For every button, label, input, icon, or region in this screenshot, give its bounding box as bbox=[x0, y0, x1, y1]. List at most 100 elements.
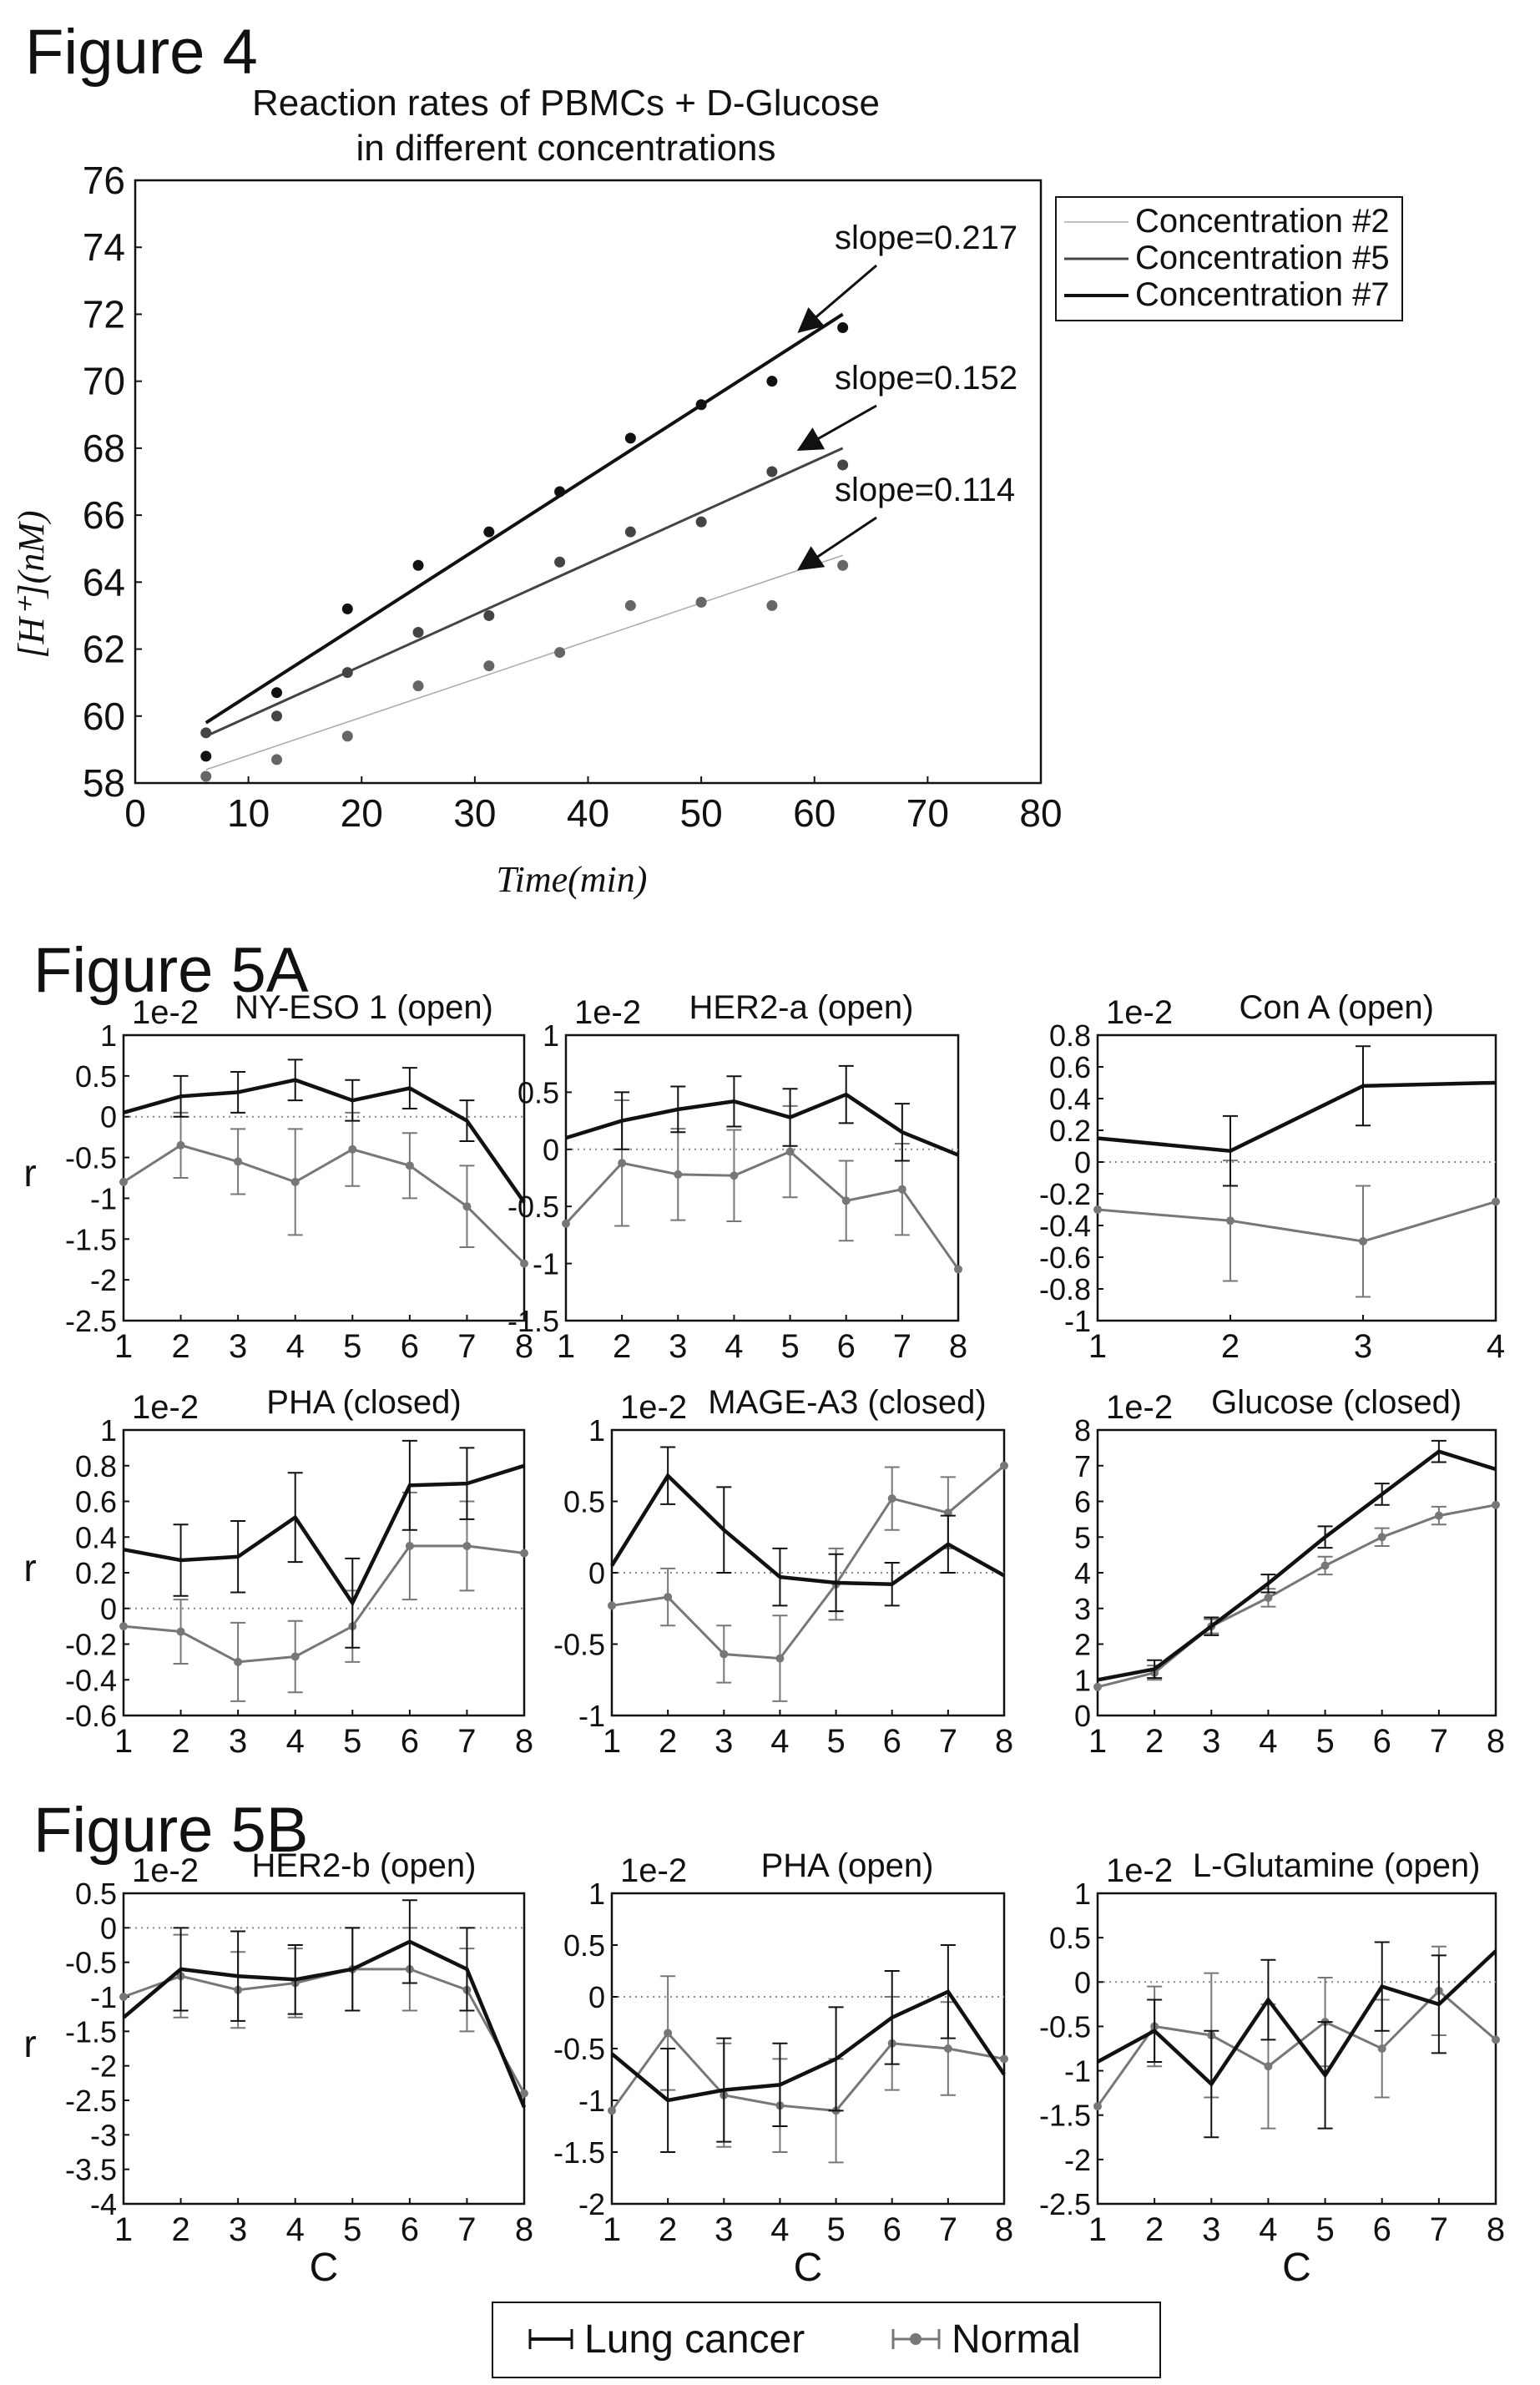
panel-y-tick-label: 1 bbox=[100, 1018, 117, 1053]
panel-y-tick-label: -2 bbox=[1064, 2143, 1091, 2177]
panel-cona: 1e-2 Con A (open)0.80.60.40.20-0.2-0.4-0.… bbox=[1039, 989, 1505, 1365]
panel-title: PHA (open) bbox=[761, 1847, 934, 1884]
panel-x-tick-label: 2 bbox=[171, 2211, 189, 2248]
series-normal-point bbox=[234, 1157, 243, 1166]
panel-her2b: 1e-2 HER2-b (open)0.50-0.5-1-1.5-2-2.5-3-… bbox=[23, 1847, 533, 2290]
fig4-data-point bbox=[695, 596, 707, 608]
panel-y-tick-label: -3.5 bbox=[65, 2153, 117, 2187]
figure-5a-label: Figure 5A bbox=[33, 935, 309, 1006]
panel-y-tick-label: 0 bbox=[1074, 1699, 1091, 1733]
series-normal-point bbox=[1093, 1205, 1102, 1214]
panel-axes-frame bbox=[1096, 1892, 1497, 2206]
fig4-slope-arrow bbox=[797, 264, 877, 333]
panel-x-tick-label: 4 bbox=[286, 1723, 305, 1760]
panel-axes-frame bbox=[1096, 1033, 1497, 1322]
fig4-x-tick-label: 20 bbox=[341, 791, 383, 835]
panel-y-tick-label: 0.8 bbox=[1049, 1018, 1091, 1053]
panel-x-tick-label: 2 bbox=[1221, 1328, 1240, 1365]
series-normal-point bbox=[943, 2044, 952, 2053]
fig4-x-tick-label: 10 bbox=[227, 791, 270, 835]
panel-y-tick-label: -0.2 bbox=[65, 1628, 117, 1662]
panel-y-tick-label: 4 bbox=[1074, 1556, 1091, 1590]
fig4-y-tick-label: 76 bbox=[83, 159, 125, 202]
series-normal-line bbox=[611, 1464, 1005, 1660]
panel-y-tick-label: -0.6 bbox=[1039, 1241, 1091, 1275]
series-lung-line bbox=[1097, 1080, 1497, 1154]
legend-normal-point bbox=[910, 2333, 921, 2345]
panel-y-tick-label: -4 bbox=[90, 2187, 117, 2221]
series-normal-point bbox=[176, 1627, 185, 1636]
panel-x-tick-label: 4 bbox=[725, 1328, 743, 1365]
bottom-legend: Lung cancer Normal bbox=[492, 2302, 1161, 2378]
panel-y-tick-label: 0.8 bbox=[75, 1449, 117, 1483]
series-normal-point bbox=[119, 1993, 128, 2001]
series-normal-point bbox=[1492, 1197, 1500, 1206]
series-normal-point bbox=[897, 1185, 906, 1194]
fig4-x-tick-label: 30 bbox=[453, 791, 496, 835]
series-lung-line bbox=[610, 1473, 1006, 1586]
panel-title: NY-ESO 1 (open) bbox=[235, 989, 493, 1026]
panel-scale-label: 1e-2 bbox=[1106, 1389, 1173, 1426]
series-normal-point bbox=[1093, 1682, 1102, 1691]
panel-x-tick-label: 7 bbox=[457, 1723, 476, 1760]
fig4-data-point bbox=[837, 559, 849, 571]
panel-x-tick-label: 6 bbox=[401, 1328, 419, 1365]
panel-x-tick-label: 2 bbox=[659, 1723, 677, 1760]
panel-y-tick-label: 7 bbox=[1074, 1449, 1091, 1483]
panel-y-tick-label: 2 bbox=[1074, 1628, 1091, 1662]
panel-x-tick-label: 7 bbox=[1430, 1723, 1448, 1760]
panel-scale-label: 1e-2 bbox=[574, 994, 641, 1031]
panel-y-tick-label: -2 bbox=[90, 2049, 117, 2084]
series-normal-line bbox=[1097, 1200, 1497, 1243]
panel-x-tick-label: 2 bbox=[613, 1328, 631, 1365]
series-normal-point bbox=[1492, 1500, 1500, 1509]
panel-y-tick-label: -1.5 bbox=[1039, 2099, 1091, 2133]
panel-x-tick-label: 1 bbox=[114, 2211, 133, 2248]
panel-y-tick-label: -0.4 bbox=[65, 1663, 117, 1697]
panel-x-tick-label: 8 bbox=[1487, 2211, 1505, 2248]
fig4-data-point bbox=[271, 754, 283, 766]
fig4-xlabel: Time(min) bbox=[497, 859, 648, 900]
fig4-legend-label: Concentration #2 bbox=[1135, 203, 1390, 240]
series-normal-point bbox=[664, 1593, 673, 1602]
panel-magea3: 1e-2 MAGE-A3 (closed)10.50-0.5-11 2 3 4 5 6 7 8 bbox=[553, 1384, 1013, 1760]
panel-y-tick-label: 1 bbox=[588, 1877, 605, 1911]
panel-x-tick-label: 3 bbox=[669, 1328, 687, 1365]
series-normal-point bbox=[520, 1259, 528, 1268]
series-lung-line bbox=[1096, 1949, 1497, 2087]
series-lung-line bbox=[122, 1939, 527, 2109]
panel-x-tick-label: 1 bbox=[603, 1723, 621, 1760]
fig4-data-point bbox=[341, 730, 353, 742]
fig4-x-tick-label: 60 bbox=[793, 791, 836, 835]
series-normal-point bbox=[1492, 2035, 1500, 2044]
panel-x-tick-label: 5 bbox=[780, 1328, 799, 1365]
panel-xlabel: C bbox=[1282, 2246, 1311, 2290]
panel-scale-label: 1e-2 bbox=[620, 1852, 687, 1889]
fig4-fit-line bbox=[205, 447, 844, 738]
panel-ylabel: r bbox=[23, 1151, 36, 1195]
fig4-y-tick-label: 68 bbox=[83, 427, 125, 470]
series-normal-line bbox=[564, 1150, 960, 1271]
panel-y-tick-label: 0.2 bbox=[75, 1556, 117, 1590]
panel-y-tick-label: -1 bbox=[578, 1699, 605, 1733]
fig4-plot: 0 10 20 30 40 50 60 70 80 58 60 62 64 66 68 70 72 74 76 slo… bbox=[83, 159, 1063, 835]
fig4-data-point bbox=[271, 687, 283, 699]
panel-y-tick-label: -1.5 bbox=[507, 1304, 559, 1338]
panel-lglut: 1e-2 L-Glutamine (open) 1 0.5 0 -0.5 -1 -1.5 -2 -… bbox=[1039, 1847, 1505, 2290]
series-normal-point bbox=[775, 1654, 785, 1663]
panel-y-tick-label: 3 bbox=[1074, 1592, 1091, 1626]
series-normal-line bbox=[123, 1544, 525, 1664]
panel-y-tick-label: -0.5 bbox=[1039, 2009, 1091, 2044]
fig4-data-point bbox=[412, 559, 424, 571]
panel-nyeso: 1e-2 NY-ESO 1 (open) 1 0.5 0 -0.5 -1 -1.5 -2 -2.5… bbox=[23, 989, 533, 1365]
series-normal-point bbox=[1377, 2044, 1386, 2053]
series-lung-line bbox=[565, 1092, 959, 1157]
panel-y-tick-label: 0.4 bbox=[75, 1520, 117, 1554]
panel-x-tick-label: 3 bbox=[229, 1723, 247, 1760]
panel-y-tick-label: -1.5 bbox=[553, 2135, 605, 2170]
series-normal-point bbox=[405, 1541, 414, 1550]
fig4-data-point bbox=[695, 516, 707, 528]
series-normal-point bbox=[730, 1171, 739, 1180]
fig4-fit-line bbox=[205, 554, 843, 771]
